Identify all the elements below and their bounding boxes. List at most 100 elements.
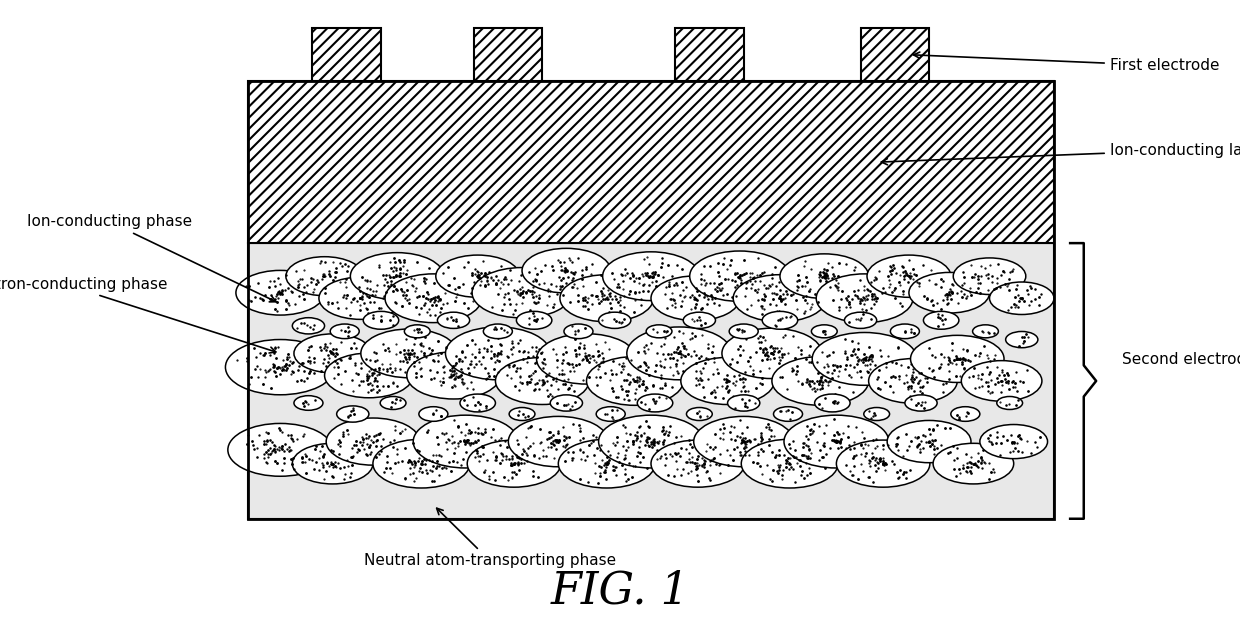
Circle shape	[637, 394, 673, 412]
Circle shape	[472, 268, 572, 318]
Circle shape	[868, 359, 957, 403]
Circle shape	[729, 324, 758, 339]
Circle shape	[867, 255, 951, 298]
Circle shape	[687, 408, 712, 421]
Circle shape	[844, 312, 877, 328]
Circle shape	[537, 334, 636, 384]
Circle shape	[435, 255, 520, 298]
Circle shape	[651, 276, 740, 321]
Circle shape	[909, 272, 990, 313]
Circle shape	[742, 439, 838, 488]
Circle shape	[980, 424, 1048, 459]
Circle shape	[774, 407, 802, 421]
Bar	[248, 81, 1054, 243]
Circle shape	[236, 271, 325, 315]
Circle shape	[460, 394, 496, 412]
Circle shape	[689, 251, 790, 301]
Circle shape	[693, 416, 794, 467]
Circle shape	[373, 439, 470, 488]
Circle shape	[599, 312, 631, 328]
Circle shape	[228, 424, 332, 476]
Circle shape	[890, 324, 919, 339]
Circle shape	[905, 395, 937, 411]
Circle shape	[784, 415, 889, 468]
Circle shape	[811, 325, 837, 338]
Text: Ion-conducting phase: Ion-conducting phase	[27, 214, 277, 302]
Circle shape	[651, 440, 744, 488]
Circle shape	[294, 334, 371, 373]
Circle shape	[445, 327, 551, 380]
Circle shape	[864, 408, 889, 421]
Text: Electron-conducting phase: Electron-conducting phase	[0, 277, 275, 353]
Circle shape	[646, 325, 672, 338]
Circle shape	[627, 327, 732, 380]
Circle shape	[363, 311, 399, 329]
Bar	[675, 28, 744, 81]
Circle shape	[763, 311, 797, 329]
Circle shape	[293, 443, 373, 484]
Circle shape	[887, 421, 971, 462]
Circle shape	[728, 395, 760, 411]
Circle shape	[330, 324, 360, 339]
Circle shape	[560, 275, 653, 322]
Text: Second electrode: Second electrode	[1122, 352, 1240, 367]
Circle shape	[510, 408, 534, 421]
Circle shape	[780, 254, 868, 299]
Circle shape	[325, 353, 413, 398]
Circle shape	[337, 406, 370, 422]
Circle shape	[419, 407, 448, 421]
Bar	[312, 28, 381, 81]
Circle shape	[599, 415, 703, 468]
Circle shape	[508, 416, 609, 467]
Circle shape	[467, 440, 560, 488]
Circle shape	[954, 258, 1025, 294]
Circle shape	[407, 352, 500, 399]
Circle shape	[404, 325, 430, 338]
Circle shape	[496, 357, 589, 404]
Circle shape	[603, 252, 699, 301]
Text: First electrode: First electrode	[914, 52, 1219, 73]
Circle shape	[438, 312, 470, 328]
Circle shape	[733, 275, 827, 322]
Circle shape	[413, 415, 518, 468]
Text: Neutral atom-transporting phase: Neutral atom-transporting phase	[363, 508, 616, 568]
Circle shape	[934, 443, 1014, 484]
Circle shape	[722, 328, 822, 379]
Circle shape	[326, 418, 419, 465]
Circle shape	[997, 396, 1023, 409]
Circle shape	[564, 324, 593, 339]
Circle shape	[558, 439, 655, 488]
Circle shape	[596, 407, 625, 421]
Circle shape	[836, 440, 930, 488]
Circle shape	[319, 277, 403, 319]
Circle shape	[286, 257, 363, 296]
Circle shape	[386, 274, 482, 322]
Circle shape	[816, 274, 913, 322]
Circle shape	[587, 356, 683, 406]
Text: FIG. 1: FIG. 1	[551, 569, 689, 612]
Circle shape	[293, 318, 325, 334]
Circle shape	[683, 312, 715, 328]
Circle shape	[381, 396, 405, 409]
Bar	[474, 28, 542, 81]
Circle shape	[910, 336, 1004, 382]
Bar	[861, 28, 929, 81]
Circle shape	[771, 356, 868, 406]
Circle shape	[226, 339, 335, 395]
Circle shape	[1006, 331, 1038, 348]
Circle shape	[361, 329, 458, 378]
Circle shape	[961, 361, 1042, 401]
Circle shape	[681, 357, 774, 404]
Circle shape	[812, 332, 918, 385]
Bar	[248, 81, 1054, 519]
Circle shape	[551, 395, 583, 411]
Circle shape	[924, 311, 959, 329]
Circle shape	[990, 282, 1054, 314]
Circle shape	[484, 324, 512, 339]
Text: Ion-conducting layer: Ion-conducting layer	[882, 142, 1240, 165]
Circle shape	[516, 311, 552, 329]
Circle shape	[294, 396, 322, 410]
Circle shape	[351, 253, 444, 300]
Circle shape	[972, 325, 998, 338]
Circle shape	[951, 407, 980, 421]
